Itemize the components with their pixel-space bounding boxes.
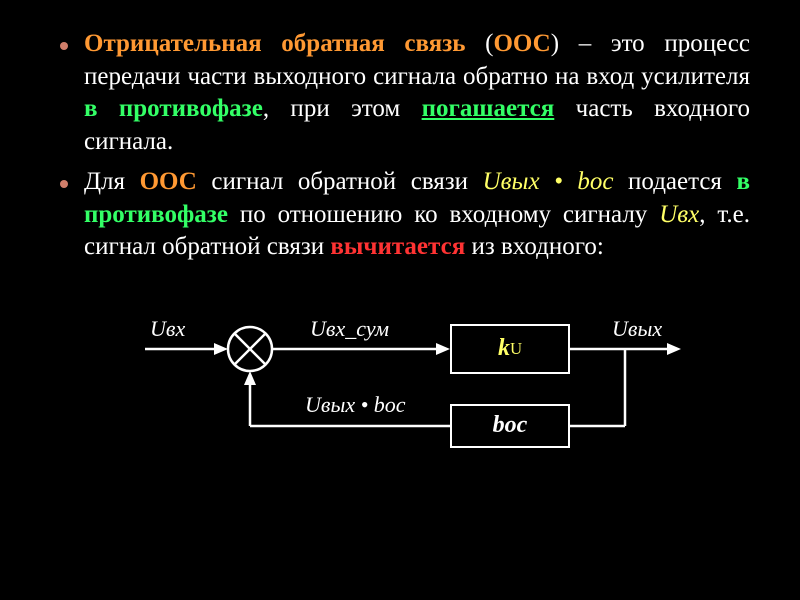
- label-uin: Uвх: [150, 316, 185, 342]
- label-ufb: Uвых • bос: [305, 392, 406, 418]
- bullet-list: Отрицательная обратная связь (ООС) – это…: [50, 28, 750, 264]
- text-segment: по отношению ко входному сигналу: [228, 201, 659, 228]
- text-segment: в противофазе: [84, 95, 263, 122]
- text-segment: ООС: [140, 168, 197, 195]
- text-segment: ООС: [493, 30, 550, 57]
- text-segment: Uвых • bос: [483, 168, 614, 195]
- text-segment: вычитается: [330, 233, 465, 260]
- text-segment: Uвх: [659, 201, 699, 228]
- text-segment: подается: [613, 168, 736, 195]
- diagram-lines: [50, 274, 750, 474]
- label-usum: Uвх_сум: [310, 316, 389, 342]
- text-segment: Отрицательная обратная связь: [84, 30, 465, 57]
- label-uout: Uвых: [612, 316, 662, 342]
- ku-sub: U: [510, 339, 522, 359]
- text-segment: из входного:: [465, 233, 604, 260]
- text-segment: , при этом: [263, 95, 422, 122]
- text-segment: сигнал обратной связи: [197, 168, 483, 195]
- block-diagram: Uвх Uвх_сум Uвых Uвых • bос kU bос: [50, 274, 750, 474]
- block-boc: bос: [450, 404, 570, 448]
- text-segment: (: [465, 30, 493, 57]
- text-segment: Для: [84, 168, 140, 195]
- text-segment: погашается: [422, 95, 555, 122]
- bullet-2: Для ООС сигнал обратной связи Uвых • bос…: [50, 166, 750, 264]
- ku-text: k: [498, 335, 510, 362]
- boc-text: bос: [493, 412, 528, 439]
- slide: Отрицательная обратная связь (ООС) – это…: [0, 0, 800, 600]
- block-ku: kU: [450, 324, 570, 374]
- bullet-1: Отрицательная обратная связь (ООС) – это…: [50, 28, 750, 158]
